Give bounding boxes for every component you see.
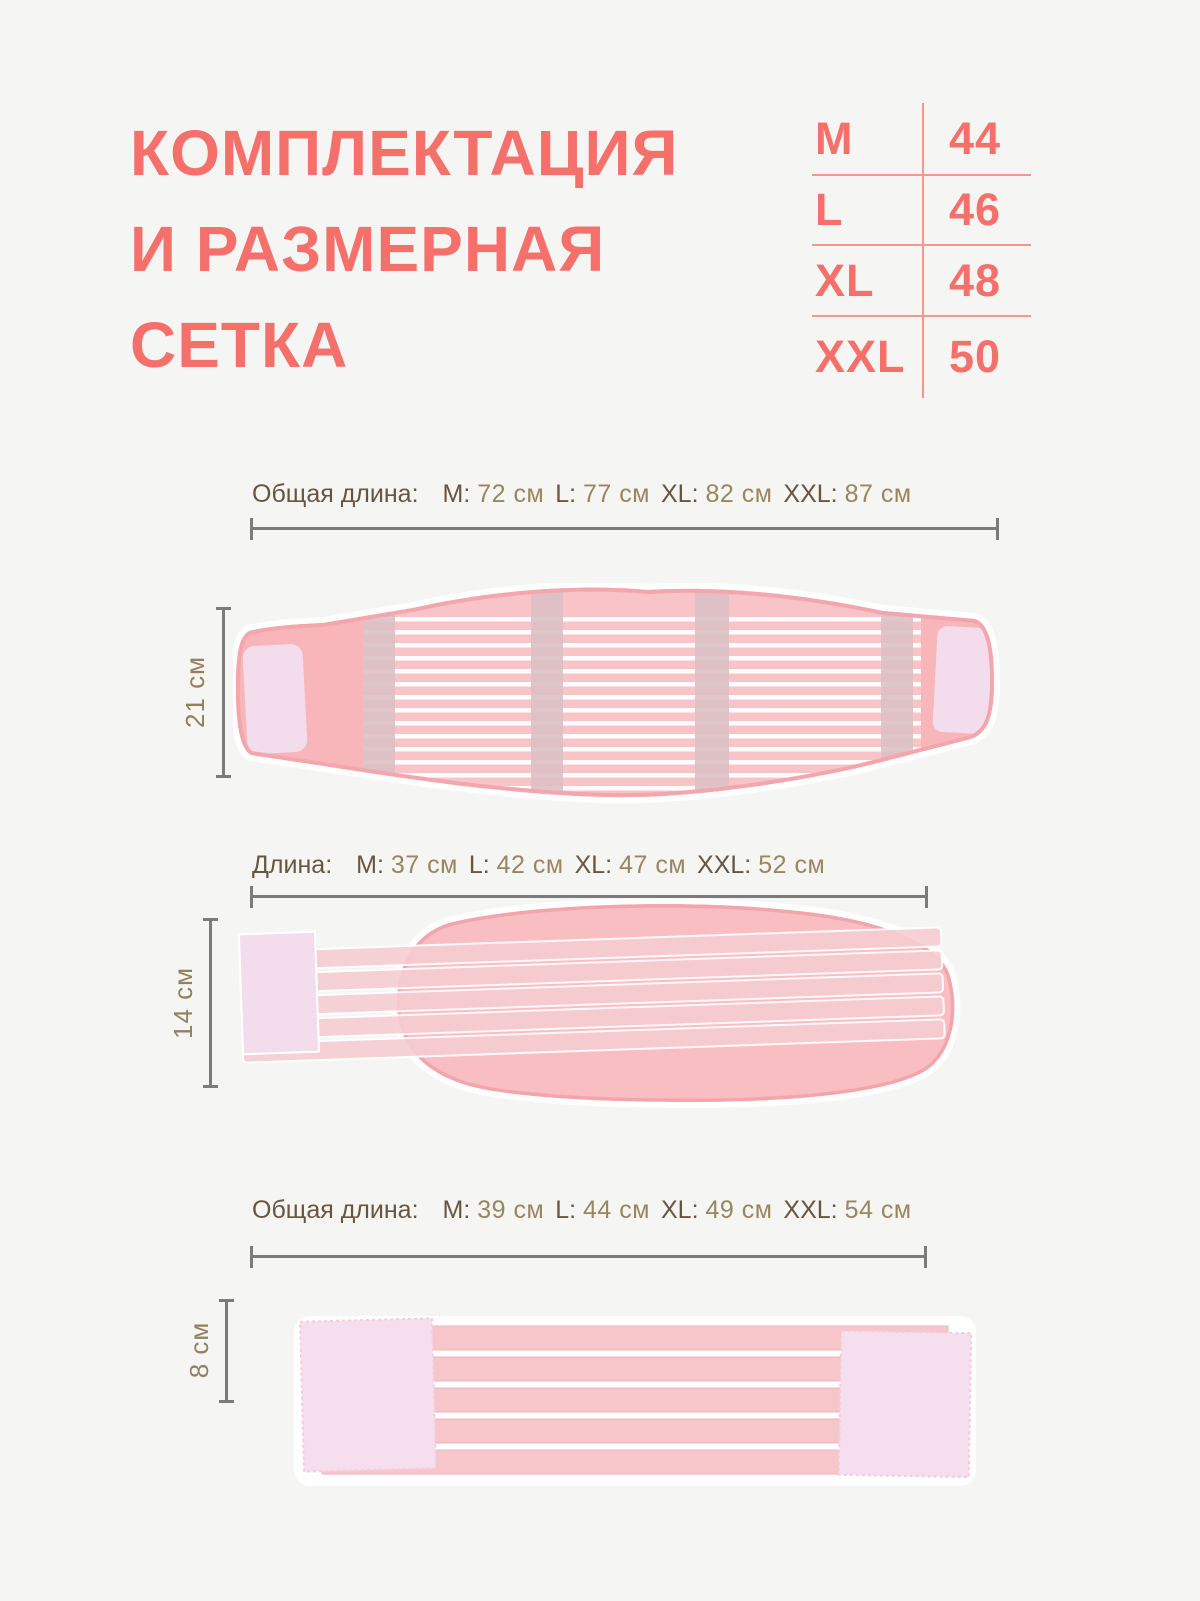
page-title-line-2: И РАЗМЕРНАЯ [130,213,606,285]
size-value: 44 [949,112,1002,164]
size-value: 48 [949,254,1002,306]
dimension-pair: XL: 47 см [574,851,687,879]
vertical-dimension-label: 8 см [183,1321,214,1379]
dimension-label: Длина: [252,851,333,879]
dimension-row-total-length-strap: Общая длина: M: 39 см L: 44 см XL: 49 см… [252,1195,912,1226]
dimension-pair: XL: 49 см [660,1196,773,1224]
pad-velcro-tab-left [237,930,321,1056]
size-table-row-xxl: XXL 50 [812,317,1031,396]
dimension-pair: XL: 82 см [660,480,773,508]
belt-photo-elastic-strap [294,1316,976,1486]
dimension-row-total-length-belt: Общая длина: M: 72 см L: 77 см XL: 82 см… [252,479,912,510]
size-value: 46 [949,184,1002,235]
dimension-pair: L: 77 см [555,480,650,508]
size-table: M 44 L 46 XL 48 XXL 50 [812,103,1031,398]
dimension-pair: L: 44 см [555,1196,650,1224]
size-table-row-xl: XL 48 [812,246,1031,317]
size-label: L [815,184,844,235]
measure-line-horizontal-3 [250,1246,927,1268]
size-value: 50 [949,330,1002,382]
belt-white-stripes [363,617,921,791]
size-table-row-l: L 46 [812,176,1031,246]
belt-photo-main-belt [233,583,1000,804]
belt-velcro-patch-left [242,644,308,754]
dimension-pair: M: 37 см [356,851,458,879]
size-table-row-m: M 44 [812,103,1031,176]
dimension-pair: XXL: 87 см [783,480,912,508]
size-label: M [815,112,854,164]
dimension-pair: M: 39 см [442,1196,545,1224]
dimension-pair: XXL: 52 см [697,851,826,879]
dimension-pair: M: 72 см [442,480,545,508]
page-title-line-1: КОМПЛЕКТАЦИЯ [130,117,679,189]
size-label: XL [815,254,875,306]
belt-velcro-patch-right [932,626,994,734]
dimension-label: Общая длина: [252,480,419,508]
dimension-pair: L: 42 см [468,851,564,879]
page-title: КОМПЛЕКТАЦИЯ И РАЗМЕРНАЯ СЕТКА [130,105,678,393]
measure-line-vertical-21cm [216,607,231,778]
measure-line-horizontal-1 [250,518,999,540]
size-label: XXL [815,330,906,382]
measure-line-horizontal-2 [250,886,928,908]
measure-line-vertical-8cm [219,1299,234,1403]
page-title-line-3: СЕТКА [130,309,349,381]
pad-elastic-straps [238,926,946,1064]
vertical-dimension-label: 14 см [167,966,198,1040]
dimension-pair: XXL: 54 см [783,1196,912,1224]
measure-line-vertical-14cm [203,918,218,1088]
dimension-label: Общая длина: [252,1196,419,1224]
strap-velcro-left [299,1317,437,1473]
size-table-divider [922,103,924,398]
strap-velcro-right [837,1329,973,1479]
vertical-dimension-label: 21 см [179,655,210,729]
belt-photo-back-pad [237,898,961,1108]
dimension-row-pad-length: Длина: M: 37 см L: 42 см XL: 47 см XXL: … [252,850,825,881]
